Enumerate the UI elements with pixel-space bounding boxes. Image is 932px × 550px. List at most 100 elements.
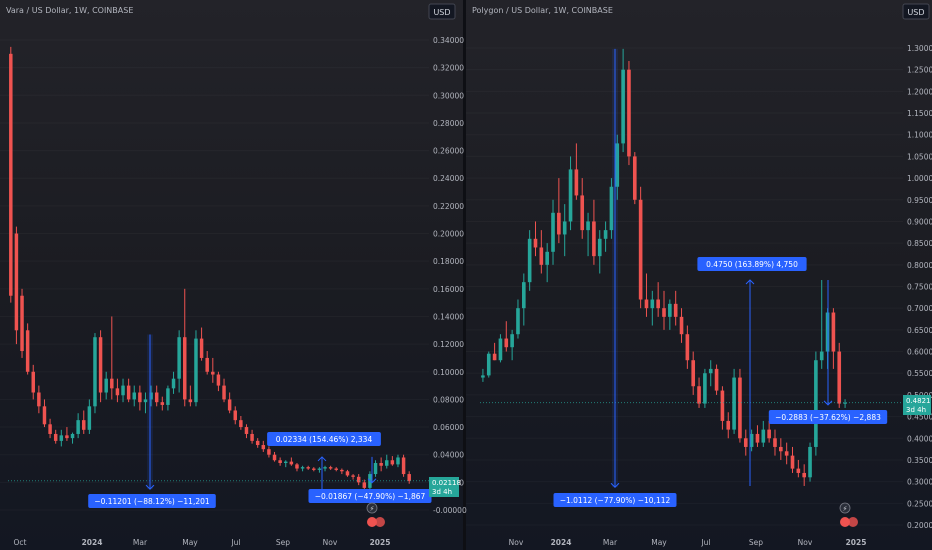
- measure-annotation: −0.2883 (−37.62%) −2,883: [768, 279, 888, 424]
- candle: [87, 399, 92, 434]
- candle-body: [82, 420, 86, 430]
- candle-body: [574, 169, 579, 196]
- candle-body: [615, 143, 620, 187]
- right-pane: Polygon / US Dollar, 1W, COINBASE USD −1…: [472, 3, 932, 547]
- measure-annotation: −0.01867 (−47.90%) −1,867: [308, 456, 432, 503]
- candle: [814, 351, 818, 456]
- candle-body: [385, 460, 389, 466]
- time-tick-label: Oct: [14, 538, 27, 547]
- candle: [668, 299, 672, 330]
- candle: [278, 457, 282, 466]
- left-last-price-countdown: 3d 4h: [432, 488, 452, 496]
- candle: [104, 371, 108, 400]
- right-chart-title: Polygon / US Dollar, 1W, COINBASE: [472, 6, 613, 15]
- candle: [802, 464, 807, 486]
- right-price-axis[interactable]: 1.3000 1.2500 1.2000 1.1500 1.1000 1.0500 1.00…: [907, 44, 932, 530]
- time-tick-label: Sep: [276, 538, 290, 547]
- candle-body: [401, 457, 406, 475]
- right-events-marker[interactable]: ⚡: [839, 502, 858, 527]
- candle: [703, 368, 707, 408]
- candle: [749, 429, 754, 452]
- candle: [312, 467, 316, 472]
- candle-body: [121, 385, 125, 396]
- candle-body: [697, 386, 701, 404]
- price-tick-label: 0.14000: [433, 312, 464, 321]
- right-currency-button[interactable]: USD: [902, 3, 930, 20]
- left-time-axis[interactable]: Oct 2024 Mar May Jul Sep Nov 2025: [14, 538, 391, 547]
- candle: [720, 386, 725, 430]
- left-measure-tools[interactable]: −0.11201 (−88.12%) −11,201 0.02334 (154.4…: [88, 334, 432, 508]
- candle-body: [345, 471, 350, 476]
- candle-body: [132, 392, 136, 400]
- candle-body: [407, 474, 411, 481]
- left-currency-label: USD: [433, 8, 450, 17]
- time-tick-label: 2025: [846, 538, 867, 547]
- measure-arrowhead: [823, 400, 833, 406]
- measure-label: −0.11201 (−88.12%) −11,201: [94, 497, 210, 506]
- candle: [239, 416, 243, 430]
- candle: [345, 469, 350, 477]
- candle: [317, 467, 322, 473]
- candle-body: [533, 238, 538, 248]
- candle: [255, 438, 260, 448]
- candle: [14, 226, 19, 345]
- right-time-axis[interactable]: Nov 2024 Mar May Jul Sep Nov 2025: [509, 538, 867, 547]
- price-tick-label: 1.3000: [907, 44, 932, 53]
- candle-body: [211, 371, 215, 375]
- left-currency-button[interactable]: USD: [428, 3, 456, 20]
- price-tick-label: 1.1500: [907, 109, 932, 118]
- candle-body: [295, 464, 299, 469]
- left-chart-title: Vara / US Dollar, 1W, COINBASE: [6, 6, 133, 15]
- candle: [110, 316, 114, 400]
- candle: [261, 440, 266, 452]
- price-tick-label: 0.30000: [433, 91, 464, 100]
- candle-body: [632, 156, 637, 200]
- price-tick-label: 0.6000: [907, 348, 932, 357]
- left-candles: [8, 46, 429, 490]
- candle: [194, 330, 198, 407]
- candle-body: [492, 353, 497, 361]
- right-measure-tools[interactable]: −1.0112 (−77.90%) −10,112 0.4750 (163.89%…: [553, 48, 888, 507]
- price-tick-label: 0.9000: [907, 217, 932, 226]
- time-tick-label: 2025: [370, 538, 391, 547]
- candle: [98, 330, 103, 403]
- price-tick-label: 0.8500: [907, 239, 932, 248]
- candle-body: [597, 238, 602, 257]
- measure-arrowhead: [145, 484, 155, 490]
- candle-body: [98, 337, 103, 393]
- candle: [199, 327, 204, 361]
- candle-body: [222, 385, 226, 400]
- candle-body: [779, 446, 783, 452]
- measure-label: 0.02334 (154.46%) 2,334: [276, 435, 373, 444]
- candle: [714, 364, 719, 395]
- candle: [539, 230, 544, 274]
- candle-body: [48, 424, 52, 434]
- left-events-marker[interactable]: ⚡: [366, 502, 385, 527]
- candle: [819, 279, 824, 369]
- candle-body: [498, 338, 503, 361]
- candle-body: [621, 69, 625, 144]
- candle-body: [250, 433, 254, 441]
- candle-body: [767, 429, 771, 439]
- candle: [691, 351, 696, 395]
- measure-label-box: [88, 494, 216, 508]
- price-tick-label: 1.0500: [907, 152, 932, 161]
- candle-body: [183, 337, 187, 400]
- price-tick-label: 0.34000: [433, 36, 464, 45]
- candle-body: [545, 251, 549, 265]
- left-price-axis[interactable]: 0.34000 0.32000 0.30000 0.28000 0.26000 0.240…: [433, 36, 467, 515]
- candle: [177, 330, 181, 393]
- price-tick-label: 0.32000: [433, 64, 464, 73]
- pane-divider[interactable]: [463, 0, 466, 550]
- candle: [492, 342, 497, 361]
- candle: [385, 454, 389, 469]
- candle: [31, 364, 35, 400]
- price-tick-label: 1.0000: [907, 174, 932, 183]
- candle-body: [143, 399, 148, 403]
- candle: [126, 378, 131, 403]
- candle: [621, 48, 625, 153]
- candle: [685, 325, 690, 369]
- candle: [504, 321, 509, 352]
- candle-body: [586, 221, 590, 231]
- candle: [551, 199, 555, 265]
